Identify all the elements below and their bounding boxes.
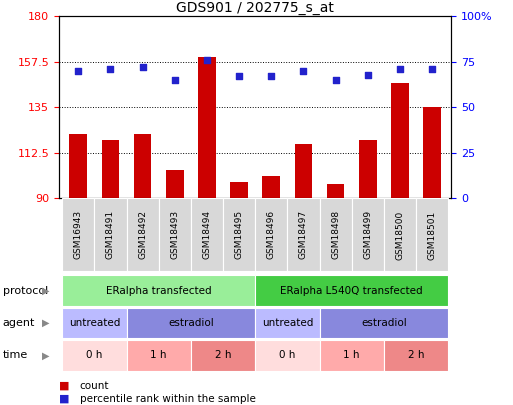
Point xyxy=(267,73,275,79)
Text: GSM18494: GSM18494 xyxy=(203,211,211,259)
Point xyxy=(139,64,147,70)
Text: GSM18500: GSM18500 xyxy=(396,210,404,260)
Bar xyxy=(287,198,320,271)
Text: GSM18496: GSM18496 xyxy=(267,210,276,260)
Bar xyxy=(384,340,448,371)
Text: ▶: ▶ xyxy=(43,286,50,296)
Text: protocol: protocol xyxy=(3,286,48,296)
Point xyxy=(106,66,114,72)
Point xyxy=(396,66,404,72)
Point xyxy=(331,77,340,83)
Bar xyxy=(320,198,352,271)
Point xyxy=(74,68,83,74)
Bar xyxy=(255,198,287,271)
Point xyxy=(300,68,308,74)
Bar xyxy=(198,57,216,198)
Bar xyxy=(62,308,127,338)
Point xyxy=(428,66,436,72)
Text: 0 h: 0 h xyxy=(86,350,103,360)
Bar xyxy=(127,308,255,338)
Bar xyxy=(255,308,320,338)
Text: GSM18498: GSM18498 xyxy=(331,210,340,260)
Bar xyxy=(127,340,191,371)
Text: agent: agent xyxy=(3,318,35,328)
Text: GSM18497: GSM18497 xyxy=(299,210,308,260)
Text: 2 h: 2 h xyxy=(408,350,424,360)
Text: ERalpha transfected: ERalpha transfected xyxy=(106,286,211,296)
Bar xyxy=(255,275,448,306)
Bar xyxy=(127,198,159,271)
Text: ▶: ▶ xyxy=(43,318,50,328)
Bar xyxy=(69,134,87,198)
Point xyxy=(364,71,372,78)
Text: GSM18491: GSM18491 xyxy=(106,210,115,260)
Bar xyxy=(352,198,384,271)
Text: estradiol: estradiol xyxy=(361,318,407,328)
Bar xyxy=(191,340,255,371)
Text: 1 h: 1 h xyxy=(150,350,167,360)
Bar xyxy=(320,308,448,338)
Bar xyxy=(102,140,120,198)
Text: time: time xyxy=(3,350,28,360)
Text: ERalpha L540Q transfected: ERalpha L540Q transfected xyxy=(281,286,423,296)
Bar xyxy=(327,184,345,198)
Bar xyxy=(62,340,127,371)
Bar xyxy=(391,83,409,198)
Bar xyxy=(423,107,441,198)
Text: ■: ■ xyxy=(59,394,69,404)
Text: untreated: untreated xyxy=(262,318,313,328)
Bar xyxy=(230,182,248,198)
Bar xyxy=(359,140,377,198)
Text: GSM18495: GSM18495 xyxy=(234,210,244,260)
Bar xyxy=(134,134,151,198)
Bar xyxy=(294,144,312,198)
Bar xyxy=(94,198,127,271)
Bar xyxy=(255,340,320,371)
Text: GSM18492: GSM18492 xyxy=(138,211,147,259)
Text: 0 h: 0 h xyxy=(279,350,295,360)
Text: 1 h: 1 h xyxy=(344,350,360,360)
Text: estradiol: estradiol xyxy=(168,318,214,328)
Text: GSM16943: GSM16943 xyxy=(74,210,83,260)
Text: GSM18499: GSM18499 xyxy=(363,210,372,260)
Text: ▶: ▶ xyxy=(43,350,50,360)
Text: percentile rank within the sample: percentile rank within the sample xyxy=(80,394,255,404)
Text: count: count xyxy=(80,381,109,390)
Bar xyxy=(416,198,448,271)
Bar xyxy=(320,340,384,371)
Text: untreated: untreated xyxy=(69,318,120,328)
Bar xyxy=(159,198,191,271)
Bar xyxy=(263,176,280,198)
Bar xyxy=(223,198,255,271)
Text: GSM18501: GSM18501 xyxy=(428,210,437,260)
Bar xyxy=(62,198,94,271)
Point xyxy=(203,57,211,63)
Text: GSM18493: GSM18493 xyxy=(170,210,180,260)
Bar xyxy=(384,198,416,271)
Bar xyxy=(166,170,184,198)
Bar xyxy=(62,275,255,306)
Text: 2 h: 2 h xyxy=(215,350,231,360)
Point xyxy=(235,73,243,79)
Point xyxy=(171,77,179,83)
Bar xyxy=(191,198,223,271)
Title: GDS901 / 202775_s_at: GDS901 / 202775_s_at xyxy=(176,1,334,15)
Text: ■: ■ xyxy=(59,381,69,390)
